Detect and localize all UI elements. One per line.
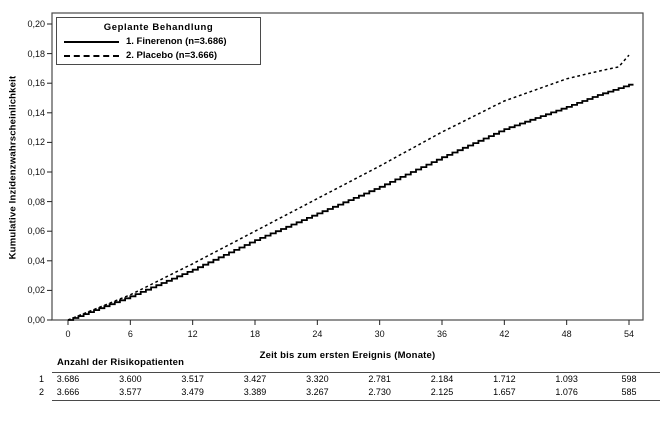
- y-tick-label: 0,16: [27, 78, 45, 89]
- y-tick-label: 0,18: [27, 48, 45, 59]
- legend-item-placebo: 2. Placebo (n=3.666): [64, 50, 260, 61]
- y-tick-label: 0,12: [27, 137, 45, 148]
- risk-table-top-rule: [52, 372, 660, 373]
- risk-cell: 3.427: [243, 374, 267, 384]
- x-tick-label: 12: [187, 329, 198, 339]
- legend-label-placebo: 2. Placebo (n=3.666): [126, 50, 218, 61]
- risk-cell: 3.577: [119, 387, 142, 397]
- risk-cell: 3.666: [56, 387, 80, 397]
- plot-frame: [51, 12, 644, 321]
- risk-cell: 3.686: [56, 374, 80, 384]
- y-tick-label: 0,20: [27, 19, 45, 29]
- solid-line-sample-icon: [64, 40, 119, 43]
- x-axis-title: Zeit bis zum ersten Ereignis (Monate): [259, 350, 436, 361]
- risk-cell: 598: [621, 374, 637, 384]
- y-tick-label: 0,00: [27, 315, 45, 325]
- risk-cell: 3.479: [181, 387, 204, 397]
- risk-cell: 3.320: [306, 374, 329, 384]
- risk-cell: 3.517: [181, 374, 204, 384]
- x-tick-label: 42: [499, 329, 510, 339]
- risk-table-title: Anzahl der Risikopatienten: [57, 357, 185, 368]
- x-tick-label: 0: [65, 329, 71, 339]
- y-tick-label: 0,14: [27, 107, 45, 118]
- risk-cell: 2.781: [368, 374, 391, 384]
- risk-cell: 1.076: [555, 387, 578, 397]
- risk-cell: 2.125: [430, 387, 454, 397]
- y-tick-label: 0,08: [27, 196, 45, 207]
- risk-cell: 2.730: [368, 387, 391, 397]
- risk-cell: 2.184: [430, 374, 454, 384]
- legend-label-finerenon: 1. Finerenon (n=3.686): [126, 36, 227, 47]
- x-tick-label: 18: [249, 329, 260, 339]
- legend-title: Geplante Behandlung: [103, 22, 214, 33]
- risk-cell: 585: [621, 387, 637, 397]
- y-tick-label: 0,06: [27, 226, 45, 237]
- risk-cell: 1.093: [555, 374, 578, 384]
- y-tick-label: 0,04: [27, 255, 45, 266]
- x-tick-label: 6: [127, 329, 133, 339]
- risk-cell: 3.600: [119, 374, 142, 384]
- risk-cell: 3.267: [306, 387, 329, 397]
- y-tick-label: 0,02: [27, 285, 45, 296]
- legend-item-finerenon: 1. Finerenon (n=3.686): [64, 36, 260, 47]
- risk-table-bottom-rule: [52, 400, 660, 401]
- x-tick-label: 48: [561, 329, 572, 339]
- risk-row-label: 1: [38, 374, 44, 384]
- x-tick-label: 54: [623, 329, 634, 339]
- placebo-curve: [67, 54, 630, 321]
- x-tick-label: 24: [312, 329, 323, 339]
- x-tick-label: 30: [374, 329, 385, 339]
- dashed-line-sample-icon: [64, 54, 119, 57]
- risk-cell: 3.389: [243, 387, 267, 397]
- y-tick-label: 0,10: [27, 167, 45, 177]
- risk-row-label: 2: [38, 387, 44, 397]
- finerenon-curve: [68, 83, 634, 321]
- risk-cell: 1.712: [493, 374, 516, 384]
- x-tick-label: 36: [436, 329, 447, 339]
- legend-box: Geplante Behandlung 1. Finerenon (n=3.68…: [56, 17, 261, 65]
- risk-cell: 1.657: [493, 387, 516, 397]
